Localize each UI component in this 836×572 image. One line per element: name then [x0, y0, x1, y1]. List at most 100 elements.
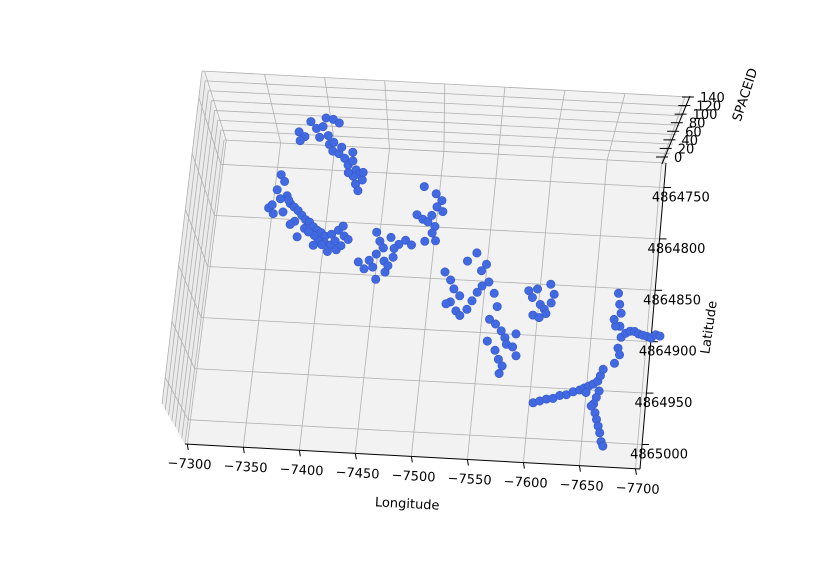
x-gridline [354, 148, 390, 454]
y-wall-gridline [184, 209, 209, 267]
tick-marks [186, 96, 694, 475]
data-point [462, 304, 472, 314]
data-point [412, 210, 422, 220]
z-tick-label: 0 [674, 151, 682, 166]
data-point [427, 210, 437, 220]
y-tick-label: 4865000 [630, 448, 688, 463]
x-tick [186, 444, 189, 451]
z-gridline [205, 80, 687, 107]
data-point [655, 331, 665, 341]
x-gridline [635, 162, 662, 469]
x-axis-line [184, 443, 641, 470]
scatter-points [264, 113, 665, 451]
data-point [278, 207, 288, 217]
data-point [440, 267, 450, 277]
data-point [581, 387, 591, 397]
x-wall-gridline [324, 77, 336, 146]
data-point [371, 274, 381, 284]
data-point [427, 228, 437, 238]
data-point [462, 256, 472, 266]
data-point [472, 287, 482, 297]
axis-panes [162, 71, 690, 469]
y-wall-gridline [171, 321, 196, 369]
x-tick-label: −7600 [503, 474, 548, 491]
data-point [315, 132, 325, 142]
data-point [280, 176, 290, 186]
data-point [477, 281, 487, 291]
data-point [336, 241, 346, 251]
data-point [546, 298, 556, 308]
x-tick-label: −7650 [559, 478, 604, 495]
data-point [467, 296, 477, 306]
data-point [598, 441, 608, 451]
z-wall-gridline [178, 120, 219, 433]
z-wall-gridline [174, 110, 215, 427]
data-point [329, 137, 339, 147]
y-tick-label: 4864750 [652, 190, 710, 205]
data-point [494, 368, 504, 378]
z-tick-label: 40 [681, 134, 698, 149]
x-tick [298, 450, 301, 457]
data-point [438, 207, 448, 217]
data-point [386, 232, 396, 242]
data-point [348, 147, 358, 157]
x-axis-title: Longitude [374, 495, 439, 513]
data-point [455, 310, 465, 320]
data-point [330, 236, 340, 246]
data-point [492, 302, 502, 312]
data-point [364, 255, 374, 265]
data-point [549, 289, 559, 299]
y-wall-gridline [198, 97, 222, 165]
data-point [541, 309, 551, 319]
data-point [378, 243, 388, 253]
data-point [431, 189, 441, 199]
data-point [472, 248, 482, 258]
y-gridline [220, 163, 664, 188]
data-point [430, 236, 440, 246]
data-point [446, 275, 456, 285]
x-tick-labels: −7300 −7350 −7400 −7450 −7500 −7550 −7600 −7650… [167, 456, 660, 498]
x-gridline [298, 145, 336, 451]
data-point [343, 235, 353, 245]
y-wall-gridline [178, 265, 202, 318]
data-point [388, 252, 398, 262]
z-wall-gridline [171, 100, 212, 422]
x-tick-label: −7350 [223, 459, 268, 476]
x-wall-gridline [606, 93, 626, 161]
data-point [511, 351, 521, 361]
data-point [484, 314, 494, 324]
z-gridline [208, 90, 684, 117]
data-point [359, 264, 369, 274]
data-point [490, 345, 500, 355]
data-point [613, 288, 623, 298]
data-point [609, 358, 619, 368]
data-point [432, 202, 442, 212]
data-point [532, 284, 542, 294]
y-tick-label: 4864950 [634, 396, 692, 411]
data-point [383, 261, 393, 271]
x-tick [242, 447, 245, 454]
data-point [323, 131, 333, 141]
x-tick [578, 465, 581, 472]
data-point [285, 219, 295, 229]
data-point [295, 136, 305, 146]
x-gridline [242, 142, 282, 448]
data-point [358, 167, 368, 177]
data-point [348, 156, 358, 166]
x-gridline [186, 140, 227, 445]
y-gridline [188, 419, 643, 445]
data-point [272, 185, 282, 195]
x-gridline [466, 154, 499, 460]
data-point [308, 240, 318, 250]
z-gridline [217, 119, 673, 145]
data-point [482, 336, 492, 346]
x-tick [522, 462, 525, 469]
data-point [322, 247, 332, 257]
x-tick [410, 456, 413, 463]
data-point [284, 195, 294, 205]
y-wall-gridline [164, 377, 189, 420]
data-point [371, 249, 381, 259]
z-tick-label: 60 [685, 125, 702, 140]
data-point [616, 308, 626, 318]
y-tick-label: 4864800 [648, 242, 706, 257]
